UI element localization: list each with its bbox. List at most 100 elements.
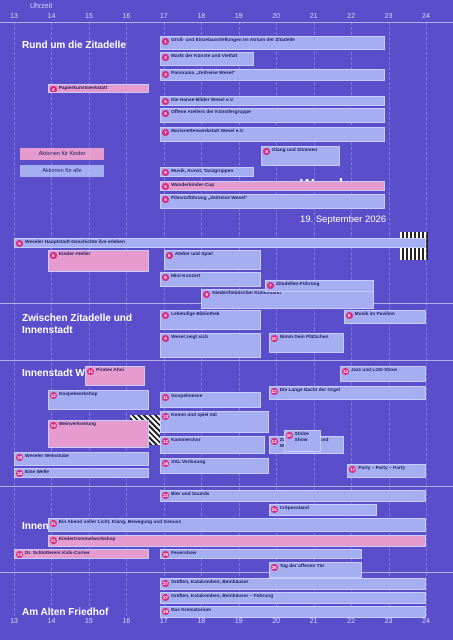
section-title: Innenstadt West [22, 368, 100, 379]
event-number: 6 [165, 252, 173, 259]
event-bar: 2 Markt der Künste und Vielfalt [160, 52, 254, 66]
event-number: 20 [285, 432, 293, 439]
section-divider [0, 572, 453, 573]
event-title: Lebendige Bibliothek [171, 312, 220, 317]
event-number: 24 [270, 506, 278, 513]
hour-label-bottom: 17 [159, 618, 168, 625]
hour-label-top: 24 [422, 13, 430, 20]
event-bar: 5 Wunderkinder-Cup [160, 181, 385, 191]
event-number: 3 [162, 71, 170, 78]
grid-line [313, 22, 315, 616]
hour-label-bottom: 14 [47, 618, 56, 625]
event-number: 9 [203, 291, 211, 298]
event-title: Zitadellen-Führung [275, 282, 320, 287]
event-title: Kammerchor [171, 438, 201, 443]
legend-kids: Aktionen für Kinder [20, 148, 104, 160]
event-bar: 23 Dr. Schlotterers Kids-Corner [14, 549, 149, 559]
event-title: Kinder-Atelier [58, 252, 91, 257]
event-bar: 28 Das Krematorium [160, 606, 426, 618]
section-title: Zwischen Zitadelle und Innenstadt [22, 313, 133, 336]
event-title: Dr. Schlotterers Kids-Corner [25, 551, 90, 556]
event-number: 12 [270, 388, 278, 395]
section-title: Rund um die Zitadelle [22, 40, 126, 51]
legend-all: Aktionen für alle [20, 165, 104, 177]
event-bar: 8 Klang und Stimmen [261, 146, 340, 166]
hour-label-bottom: 22 [347, 618, 355, 625]
event-title: XXL-Verlosung [171, 460, 206, 465]
event-bar: 17 Party – Party – Party [347, 464, 426, 478]
event-bar: 16 XXL-Verlosung [160, 458, 269, 474]
event-bar: 21 Kindertrommelworkshop [47, 535, 426, 547]
grid-line [51, 22, 53, 616]
event-title: Gospelworkshop [58, 392, 98, 397]
event-number: 13 [162, 413, 170, 420]
event-number: 9 [162, 169, 170, 176]
event-number: 11 [87, 368, 95, 375]
event-bar: 12 Die Lange Nacht der Orgel [268, 386, 426, 400]
section-divider [0, 22, 453, 23]
event-number: 22 [162, 492, 170, 499]
event-number: 6 [162, 110, 170, 117]
hour-label-top: 13 [10, 13, 18, 20]
event-bar: 22 Bier und Sounds [160, 490, 426, 502]
event-number: 2 [162, 54, 170, 61]
event-number: 9 [162, 312, 170, 319]
event-bar: 13 Jazz und LGD-Show [339, 366, 426, 382]
event-bar: 19 Weseler Weinstube [14, 452, 149, 466]
event-number: 8 [345, 312, 353, 319]
grid-line [426, 22, 427, 616]
event-number: 11 [162, 394, 170, 401]
hour-label-bottom: 23 [384, 618, 393, 625]
event-title: Feuershow [171, 551, 197, 556]
event-bar: 1 Groß- und Einzelausstellungen im Atrium… [160, 36, 385, 50]
event-number: 23 [16, 551, 23, 558]
hour-label-top: 16 [122, 13, 131, 20]
event-bar: 12 Gospelworkshop [47, 390, 149, 410]
hour-label-top: 21 [309, 13, 318, 20]
event-number: 17 [349, 466, 357, 473]
hour-label-bottom: 13 [10, 618, 18, 625]
event-bar: 8 Musik im Pavillon [343, 310, 426, 324]
event-bar: 27 Gräften, Katakomben, Beinhäuser [160, 578, 426, 590]
hour-label-top: 19 [234, 13, 243, 20]
event-number: 5 [162, 98, 170, 105]
event-title: Crêpesstand [279, 506, 309, 511]
event-bar: 9 Wesel zeigt sich [160, 333, 262, 358]
grid-line [14, 22, 15, 616]
event-bar: 6 Kinder-Atelier [47, 250, 149, 272]
event-title: Stolze Show [294, 432, 309, 443]
event-number: 9 [162, 335, 170, 342]
event-number: 7 [162, 129, 170, 136]
event-title: Filmvorführung „Zeitreise Wesel“ [171, 196, 248, 201]
event-title: Pirates Ahoi [96, 368, 124, 373]
event-number: 7 [266, 282, 274, 289]
event-title: Tag der offenen Tür [279, 564, 325, 569]
event-number: 16 [162, 460, 170, 467]
event-number: 27 [162, 594, 170, 601]
event-bar: 21 Ein Abend voller Licht, Klang, Bewegun… [47, 518, 426, 532]
event-number: 25 [162, 551, 170, 558]
event-number: 21 [49, 520, 57, 527]
event-number: 19 [16, 454, 23, 461]
event-title: Jazz und LGD-Show [350, 368, 397, 373]
event-number: 21 [49, 537, 57, 544]
event-bar: 8 Mini-Konzert [160, 272, 262, 287]
event-number: 10 [270, 335, 278, 342]
event-title: Ein Abend voller Licht, Klang, Bewegung … [58, 520, 182, 525]
event-title: Musik im Pavillon [354, 312, 395, 317]
event-bar: 7 Marionettenwerkstatt Wesel e.V. [160, 127, 385, 142]
event-title: Bier und Sounds [171, 492, 210, 497]
event-number: 4 [49, 86, 57, 92]
event-title: Gospelmesse [171, 394, 203, 399]
hour-label-top: 22 [347, 13, 355, 20]
event-title: Gräften, Katakomben, Beinhäuser [171, 580, 249, 585]
event-number: 28 [162, 608, 170, 615]
event-title: Marionettenwerkstatt Wesel e.V. [171, 129, 244, 134]
event-title: Panorama „Zeitreise Wesel“ [171, 71, 236, 76]
date: 19. September 2026 [300, 214, 387, 225]
event-bar: 14 Weinverkostung [47, 420, 149, 448]
event-number: 1 [162, 38, 170, 45]
event-title: Papierkunstwerkstatt [58, 86, 108, 91]
event-bar: 20 Stolze Show [283, 430, 322, 452]
